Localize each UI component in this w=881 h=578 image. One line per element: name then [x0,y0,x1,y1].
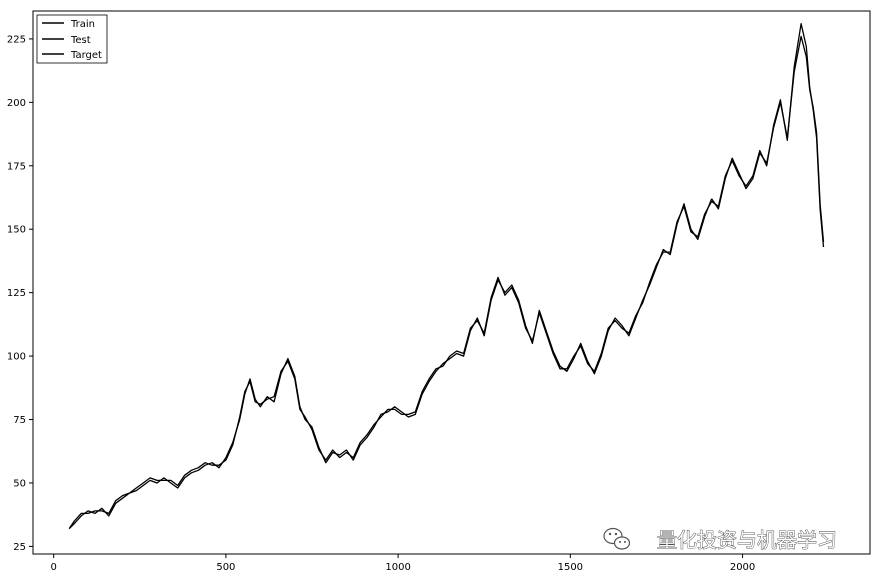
series-layer [68,23,825,530]
y-tick-label: 225 [7,34,26,45]
y-tick-label: 50 [13,478,26,489]
watermark-text: 量化投资与机器学习 [657,528,837,552]
x-tick-label: 1000 [385,562,410,573]
y-tick-label: 150 [7,225,26,236]
legend-entry-target: Target [42,50,102,61]
series-line-target [68,23,825,529]
y-tick-label: 100 [7,352,26,363]
legend-entry-train: Train [42,19,95,30]
x-tick-label: 2000 [730,562,755,573]
y-tick-label: 25 [13,542,26,553]
x-axis: 0 500 1000 1500 2000 [50,554,755,573]
legend-entry-test: Test [42,35,91,46]
x-tick-label: 500 [216,562,235,573]
x-tick-label: 0 [50,562,56,573]
watermark: 量化投资与机器学习 [603,527,837,552]
y-axis: 25 50 75 100 125 150 175 200 225 [7,34,33,553]
legend-label-test: Test [70,35,91,46]
legend-label-train: Train [70,19,95,30]
y-tick-label: 125 [7,288,26,299]
y-tick-label: 175 [7,161,26,172]
y-tick-label: 200 [7,98,26,109]
plot-frame [32,10,871,555]
wechat-icon [603,527,631,550]
legend: Train Test Target [36,14,108,64]
y-tick-label: 75 [13,415,26,426]
x-tick-label: 1500 [558,562,583,573]
legend-label-target: Target [70,50,102,61]
